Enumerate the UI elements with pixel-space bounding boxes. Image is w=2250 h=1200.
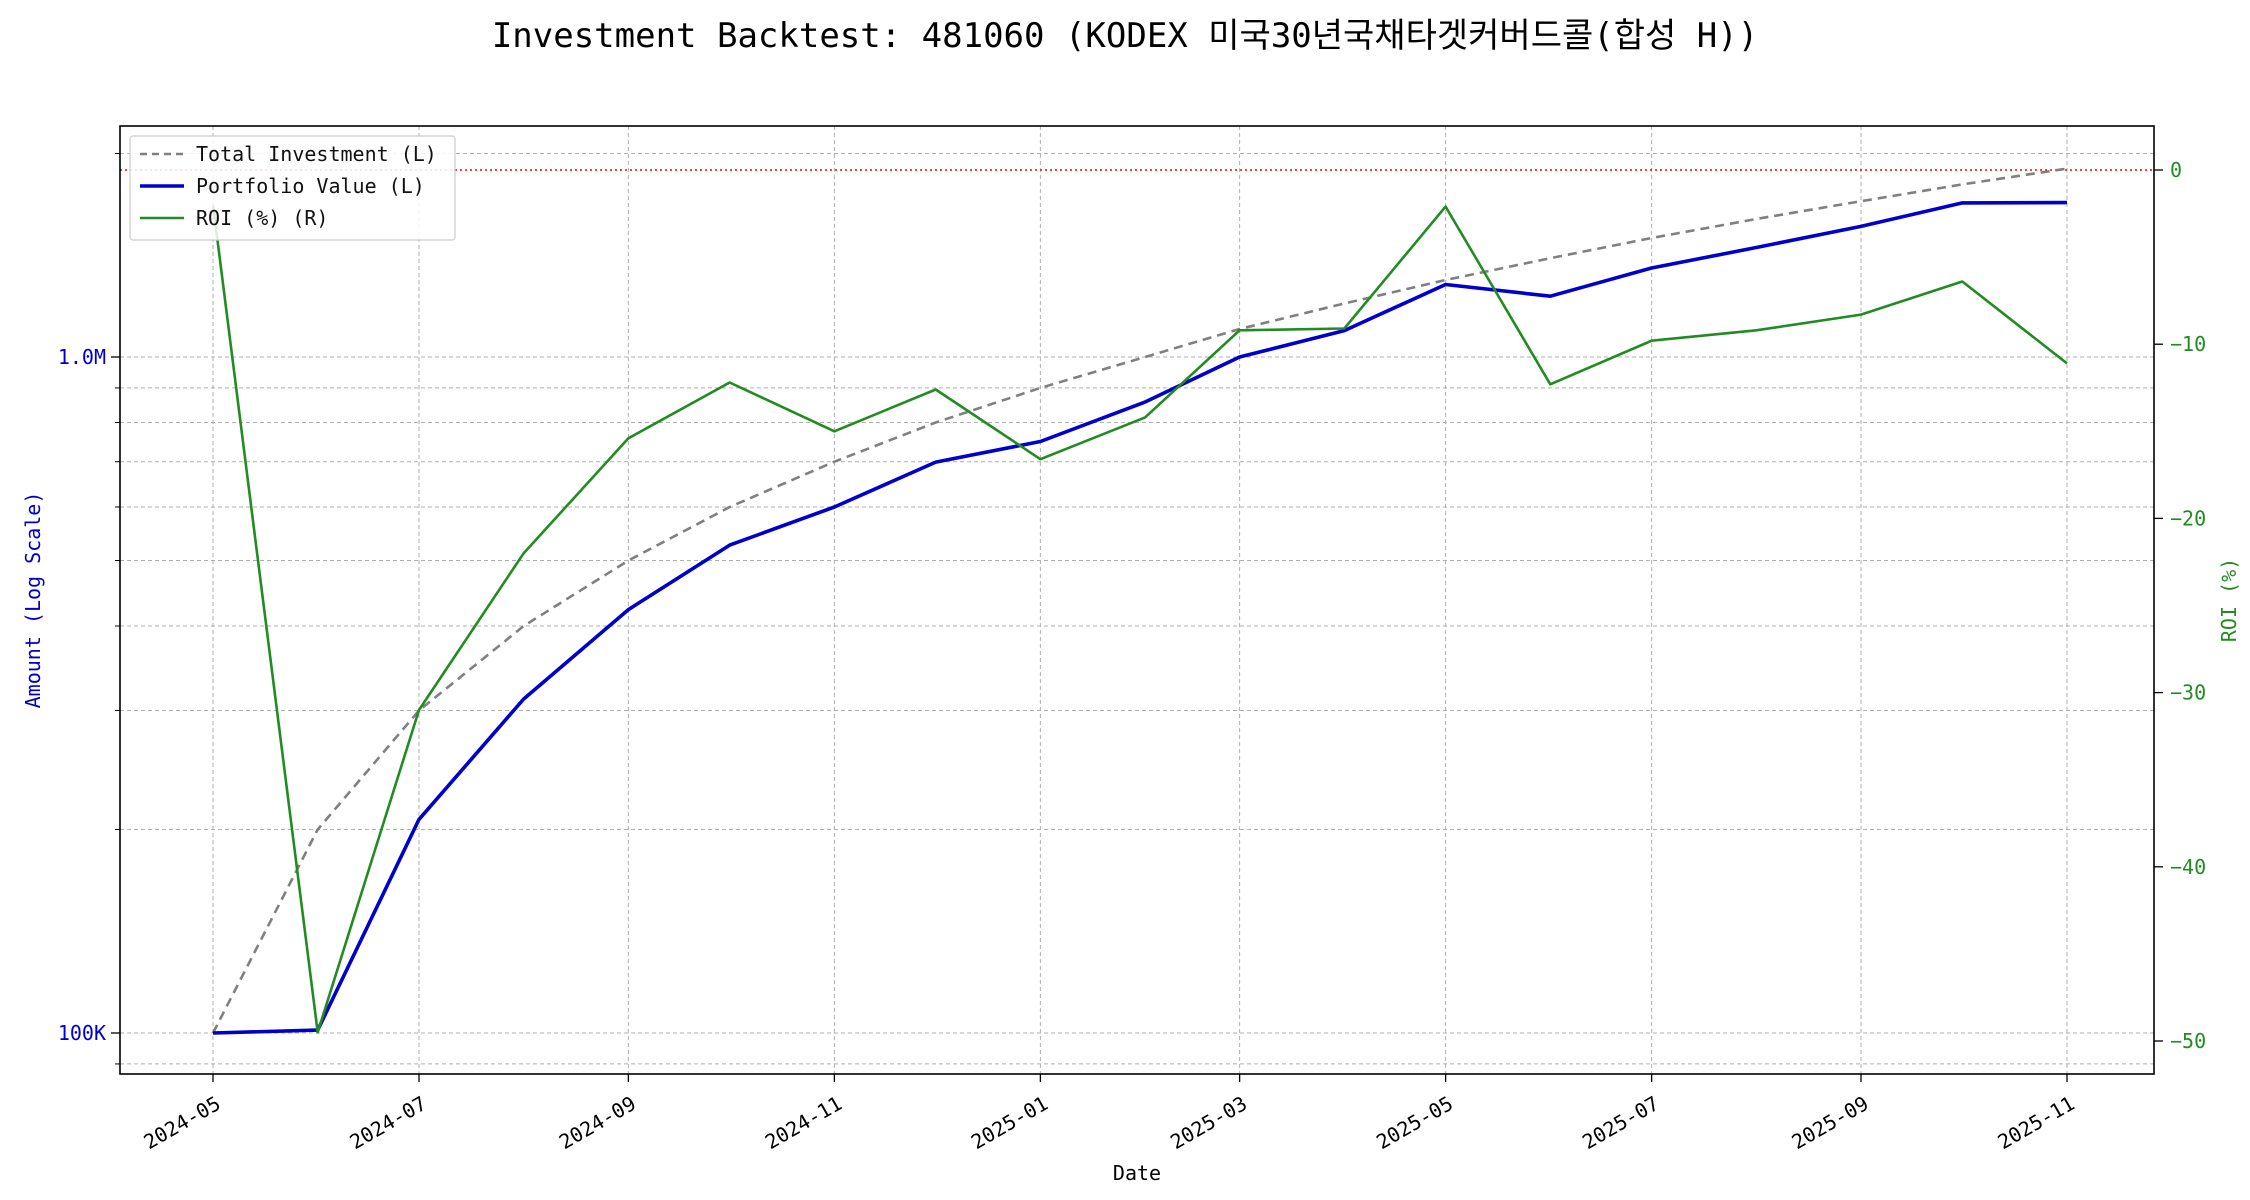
x-tick-label: 2024-09 — [555, 1091, 640, 1154]
chart-title: Investment Backtest: 481060 (KODEX 미국30년… — [492, 16, 1758, 56]
grid-layer — [120, 126, 2154, 1074]
legend-label-portfolio-value: Portfolio Value (L) — [196, 174, 425, 198]
plot-frame — [119, 125, 2155, 1075]
left-tick-label: 100K — [58, 1021, 106, 1045]
series-roi-line — [211, 204, 2068, 1034]
x-tick-label: 2024-05 — [139, 1091, 224, 1154]
legend-label-roi: ROI (%) (R) — [196, 206, 328, 230]
right-axis: 0 −10 −20 −30 −40 −50 — [2154, 158, 2206, 1053]
right-axis-title: ROI (%) — [2217, 558, 2241, 642]
legend: Total Investment (L) Portfolio Value (L)… — [129, 135, 456, 241]
x-tick-label: 2024-11 — [761, 1091, 846, 1154]
left-tick-label: 1.0M — [58, 345, 106, 369]
left-axis: 100K 1.0M — [58, 153, 120, 1065]
right-tick-label: −50 — [2170, 1029, 2206, 1053]
series-layer — [211, 167, 2068, 1035]
x-tick-label: 2025-11 — [1993, 1091, 2078, 1154]
x-tick-label: 2025-03 — [1166, 1091, 1251, 1154]
right-tick-label: −20 — [2170, 506, 2206, 530]
legend-box — [129, 135, 456, 241]
right-tick-label: −40 — [2170, 855, 2206, 879]
x-tick-label: 2025-01 — [967, 1091, 1052, 1154]
legend-label-total-investment: Total Investment (L) — [196, 142, 437, 166]
right-tick-label: −10 — [2170, 332, 2206, 356]
x-tick-label: 2024-07 — [345, 1091, 430, 1154]
x-tick-label: 2025-05 — [1372, 1091, 1457, 1154]
x-axis: 2024-05 2024-07 2024-09 2024-11 2025-01 2025-… — [139, 1074, 2079, 1154]
left-axis-title: Amount (Log Scale) — [21, 492, 45, 709]
series-portfolio-value-line — [212, 200, 2068, 1035]
x-axis-title: Date — [1113, 1161, 1161, 1185]
right-tick-label: 0 — [2170, 158, 2182, 182]
x-tick-label: 2025-07 — [1578, 1091, 1663, 1154]
x-tick-label: 2025-09 — [1787, 1091, 1872, 1154]
right-tick-label: −30 — [2170, 681, 2206, 705]
